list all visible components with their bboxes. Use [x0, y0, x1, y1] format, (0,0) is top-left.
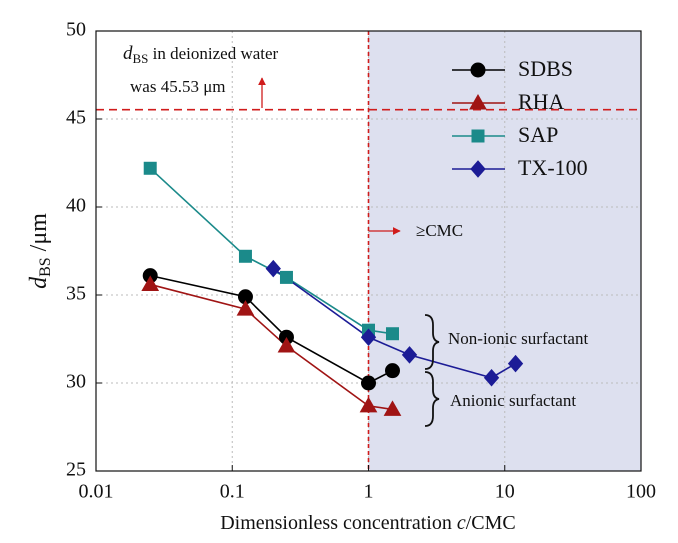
- y-tick-label: 50: [66, 19, 86, 41]
- y-tick-label: 45: [66, 107, 86, 129]
- annotation: Non-ionic surfactant: [448, 329, 588, 348]
- marker: [359, 396, 378, 413]
- series-line: [150, 283, 393, 411]
- brace: [424, 314, 440, 370]
- marker: [277, 337, 296, 353]
- annotation: was 45.53 μm: [130, 77, 226, 96]
- marker: [236, 300, 255, 316]
- marker: [360, 328, 377, 346]
- annotation: ≥CMC: [416, 221, 463, 240]
- y-tick-label: 30: [66, 371, 86, 393]
- x-label-text: /CMC: [466, 512, 516, 534]
- annotation-text: in deionized water: [148, 44, 278, 63]
- marker: [483, 368, 500, 387]
- x-label-text: Dimensionless concentration: [220, 512, 457, 534]
- legend-label: RHA: [518, 89, 565, 114]
- marker: [383, 400, 402, 416]
- marker: [469, 93, 487, 110]
- marker: [471, 129, 485, 143]
- y-label-sub: BS: [37, 257, 54, 277]
- x-tick-label: 1: [364, 481, 374, 503]
- annotation-sub: BS: [133, 51, 149, 66]
- annotation: dBS in deionized water: [123, 43, 279, 66]
- marker: [279, 270, 293, 284]
- x-tick-label: 10: [495, 481, 515, 503]
- annotation: Anionic surfactant: [450, 391, 576, 410]
- y-axis-label: dBS /μm: [26, 213, 54, 289]
- marker: [361, 375, 376, 391]
- legend-label: SAP: [518, 122, 558, 147]
- y-tick-label: 35: [66, 283, 86, 305]
- marker: [385, 327, 399, 341]
- y-label-var: d: [26, 276, 52, 289]
- x-tick-label: 0.1: [220, 481, 245, 503]
- marker: [470, 62, 486, 78]
- x-axis-label: Dimensionless concentration c/CMC: [220, 512, 516, 534]
- marker: [265, 259, 281, 278]
- marker: [141, 275, 160, 291]
- series-line: [149, 167, 393, 335]
- marker: [401, 346, 418, 364]
- marker: [384, 363, 400, 379]
- y-tick-label: 40: [66, 195, 86, 217]
- marker: [143, 161, 157, 175]
- marker: [238, 249, 252, 263]
- x-tick-label: 0.01: [79, 481, 114, 503]
- legend-label: TX-100: [518, 155, 588, 180]
- x-tick-label: 100: [626, 481, 656, 503]
- x-label-var: c: [457, 512, 466, 534]
- marker: [470, 160, 486, 178]
- legend-label: SDBS: [518, 56, 573, 81]
- marker: [507, 354, 524, 373]
- brace: [424, 371, 440, 427]
- y-tick-label: 25: [66, 459, 86, 481]
- y-label-unit: /μm: [26, 213, 52, 258]
- annotation-var: d: [123, 43, 133, 64]
